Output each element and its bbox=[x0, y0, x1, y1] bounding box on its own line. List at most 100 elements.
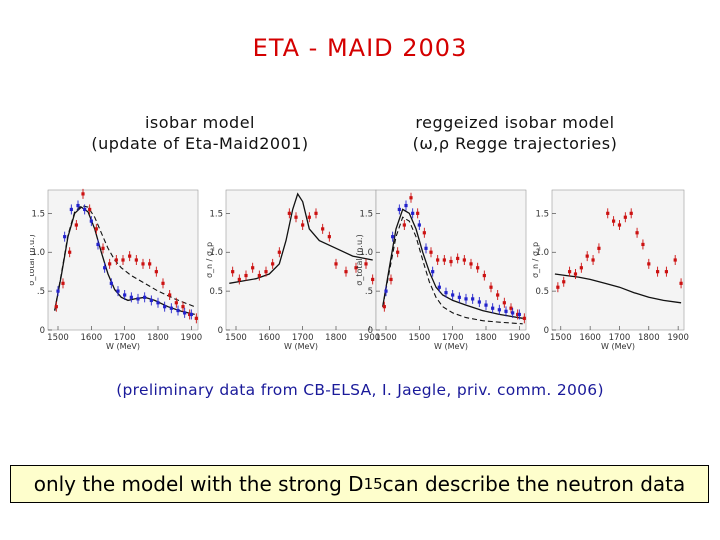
data-point bbox=[109, 281, 113, 285]
data-point bbox=[96, 242, 100, 247]
data-point bbox=[517, 312, 521, 317]
y-tick-label: 0 bbox=[544, 326, 549, 336]
data-point bbox=[188, 312, 192, 317]
data-point bbox=[612, 219, 616, 223]
right-caption-line2: (ω,ρ Regge trajectories) bbox=[412, 134, 618, 153]
data-point bbox=[641, 242, 645, 247]
data-point bbox=[371, 277, 375, 282]
data-point bbox=[176, 308, 180, 313]
data-point bbox=[103, 266, 107, 270]
x-tick-label: 1800 bbox=[638, 333, 660, 343]
panel-4: 1500 1600 1700 1800 1900 0 0.5 1.0 1.5 W (MeV) σ_n… bbox=[531, 189, 689, 351]
data-point bbox=[464, 297, 468, 301]
series-line bbox=[229, 192, 373, 284]
data-point bbox=[496, 293, 500, 297]
data-point bbox=[391, 235, 395, 239]
x-tick-label: 1800 bbox=[325, 333, 347, 343]
data-point bbox=[568, 270, 572, 274]
data-point bbox=[484, 303, 488, 307]
x-tick-label: 1700 bbox=[292, 333, 314, 343]
data-point bbox=[314, 211, 318, 215]
x-axis-label: W (MeV) bbox=[284, 342, 318, 351]
data-point bbox=[635, 231, 639, 235]
x-tick-label: 1700 bbox=[442, 333, 464, 343]
data-point bbox=[476, 266, 480, 270]
data-point bbox=[231, 270, 235, 274]
y-tick-label: 0.5 bbox=[209, 287, 223, 297]
series-line bbox=[382, 208, 523, 319]
x-tick-label: 1900 bbox=[181, 333, 203, 343]
series-line bbox=[382, 216, 523, 325]
y-tick-label: .5 bbox=[365, 287, 373, 297]
data-point bbox=[108, 262, 112, 266]
data-point bbox=[63, 235, 67, 239]
x-tick-label: 1900 bbox=[359, 333, 381, 343]
panel-background bbox=[552, 190, 684, 330]
y-axis-label: σ_n / σ_p bbox=[205, 242, 214, 278]
y-tick-label: .5 bbox=[37, 287, 45, 297]
data-source-note: (preliminary data from CB-ELSA, I. Jaegl… bbox=[116, 381, 604, 399]
data-point bbox=[81, 192, 85, 196]
data-point bbox=[181, 305, 185, 309]
data-point bbox=[411, 211, 415, 215]
panel-1: 1500 1600 1700 1800 1900 0 .5 1.0 1.5 W (MeV) σ_to… bbox=[30, 188, 203, 351]
data-point bbox=[437, 285, 441, 289]
y-tick-label: 1.5 bbox=[209, 209, 223, 219]
data-point bbox=[471, 297, 475, 301]
data-point bbox=[382, 305, 386, 309]
data-point bbox=[522, 316, 526, 320]
y-tick-label: 1.0 bbox=[535, 248, 549, 258]
conclusion-box: only the model with the strong D 15 can d… bbox=[10, 465, 709, 503]
x-tick-label: 1500 bbox=[409, 333, 431, 343]
data-point bbox=[451, 293, 455, 297]
right-caption: reggeized isobar model (ω,ρ Regge trajec… bbox=[395, 112, 635, 154]
data-point bbox=[114, 258, 118, 262]
x-tick-label: 1500 bbox=[550, 333, 572, 343]
x-tick-label: 1600 bbox=[579, 333, 601, 343]
data-point bbox=[402, 223, 406, 227]
data-point bbox=[436, 258, 440, 262]
y-tick-label: 1.0 bbox=[209, 248, 223, 258]
conclusion-prefix: only the model with the strong D bbox=[33, 472, 364, 496]
data-point bbox=[664, 270, 668, 274]
y-tick-label: 1.5 bbox=[359, 209, 373, 219]
data-point bbox=[116, 289, 120, 293]
data-point bbox=[76, 203, 80, 208]
left-caption: isobar model (update of Eta-Maid2001) bbox=[80, 112, 320, 154]
data-point bbox=[364, 262, 368, 266]
data-point bbox=[88, 207, 92, 212]
data-point bbox=[68, 250, 72, 254]
data-point bbox=[429, 250, 433, 254]
data-point bbox=[511, 311, 515, 315]
left-caption-line1: isobar model bbox=[144, 113, 255, 132]
right-caption-line1: reggeized isobar model bbox=[415, 113, 615, 132]
data-point bbox=[301, 223, 305, 227]
conclusion-suffix: can describe the neutron data bbox=[382, 472, 686, 496]
data-point bbox=[327, 235, 331, 239]
data-point bbox=[334, 262, 338, 266]
y-axis-label: σ_total (n.u.) bbox=[30, 234, 36, 285]
panel-frame bbox=[47, 189, 199, 331]
x-tick-label: 1800 bbox=[475, 333, 497, 343]
data-point bbox=[679, 281, 683, 285]
data-point bbox=[449, 259, 453, 264]
y-tick-label: 1.5 bbox=[535, 209, 549, 219]
data-point bbox=[606, 211, 610, 215]
data-point bbox=[89, 219, 93, 223]
data-point bbox=[128, 254, 132, 258]
data-point bbox=[491, 306, 495, 310]
data-point bbox=[489, 285, 493, 289]
data-point bbox=[344, 270, 348, 274]
data-point bbox=[422, 231, 426, 235]
data-point bbox=[264, 270, 268, 274]
data-point bbox=[163, 305, 167, 309]
data-point bbox=[61, 281, 65, 285]
data-point bbox=[509, 306, 513, 310]
data-point bbox=[148, 262, 152, 266]
data-point bbox=[168, 293, 172, 297]
data-point bbox=[156, 301, 160, 305]
data-point bbox=[617, 223, 622, 227]
